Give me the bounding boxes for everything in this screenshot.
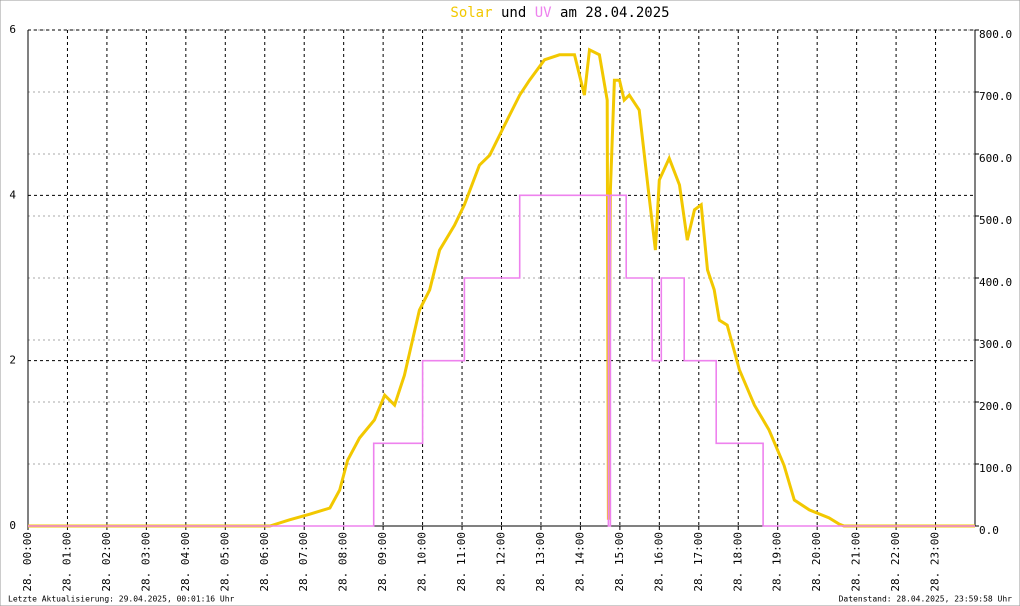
- x-tick-label: 28. 13:00: [534, 532, 547, 592]
- x-tick-label: 28. 05:00: [218, 532, 231, 592]
- x-tick-label: 28. 22:00: [889, 532, 902, 592]
- title-uv: UV: [535, 5, 552, 21]
- x-tick-label: 28. 04:00: [179, 532, 192, 592]
- y-tick-label: 4: [9, 188, 16, 201]
- y2-tick-label: 200.0: [979, 400, 1012, 413]
- y2-tick-label: 100.0: [979, 462, 1012, 475]
- y2-tick-label: 700.0: [979, 90, 1012, 103]
- y2-tick-label: 300.0: [979, 338, 1012, 351]
- x-tick-label: 28. 18:00: [731, 532, 744, 592]
- y-tick-label: 6: [9, 23, 16, 36]
- y2-tick-label: 500.0: [979, 214, 1012, 227]
- chart-title: Solar und UV am 28.04.2025: [450, 5, 669, 21]
- x-tick-label: 28. 01:00: [60, 532, 73, 592]
- x-tick-label: 28. 20:00: [810, 532, 823, 592]
- x-tick-label: 28. 07:00: [297, 532, 310, 592]
- x-tick-label: 28. 12:00: [495, 532, 508, 592]
- x-tick-label: 28. 00:00: [21, 532, 34, 592]
- x-tick-label: 28. 03:00: [139, 532, 152, 592]
- x-tick-label: 28. 21:00: [850, 532, 863, 592]
- x-tick-label: 28. 16:00: [652, 532, 665, 592]
- x-tick-label: 28. 17:00: [692, 532, 705, 592]
- x-tick-label: 28. 19:00: [771, 532, 784, 592]
- x-tick-label: 28. 09:00: [376, 532, 389, 592]
- series-line: [28, 194, 975, 527]
- y-tick-label: 0: [9, 519, 16, 532]
- footer-right: Datenstand: 28.04.2025, 23:59:58 Uhr: [839, 595, 1013, 604]
- title-date: am 28.04.2025: [560, 5, 670, 21]
- x-tick-label: 28. 11:00: [455, 532, 468, 592]
- x-tick-label: 28. 15:00: [613, 532, 626, 592]
- x-tick-label: 28. 14:00: [573, 532, 586, 592]
- y2-tick-label: 600.0: [979, 152, 1012, 165]
- x-tick-label: 28. 10:00: [416, 532, 429, 592]
- y2-tick-label: 0.0: [979, 524, 999, 537]
- footer-left: Letzte Aktualisierung: 29.04.2025, 00:01…: [8, 595, 235, 604]
- x-tick-label: 28. 02:00: [100, 532, 113, 592]
- y-tick-label: 2: [9, 354, 16, 367]
- y2-tick-label: 800.0: [979, 28, 1012, 41]
- x-tick-label: 28. 08:00: [337, 532, 350, 592]
- title-und: und: [501, 5, 526, 21]
- x-tick-label: 28. 06:00: [258, 532, 271, 592]
- y2-tick-label: 400.0: [979, 276, 1012, 289]
- x-tick-label: 28. 23:00: [929, 532, 942, 592]
- title-solar: Solar: [450, 5, 492, 21]
